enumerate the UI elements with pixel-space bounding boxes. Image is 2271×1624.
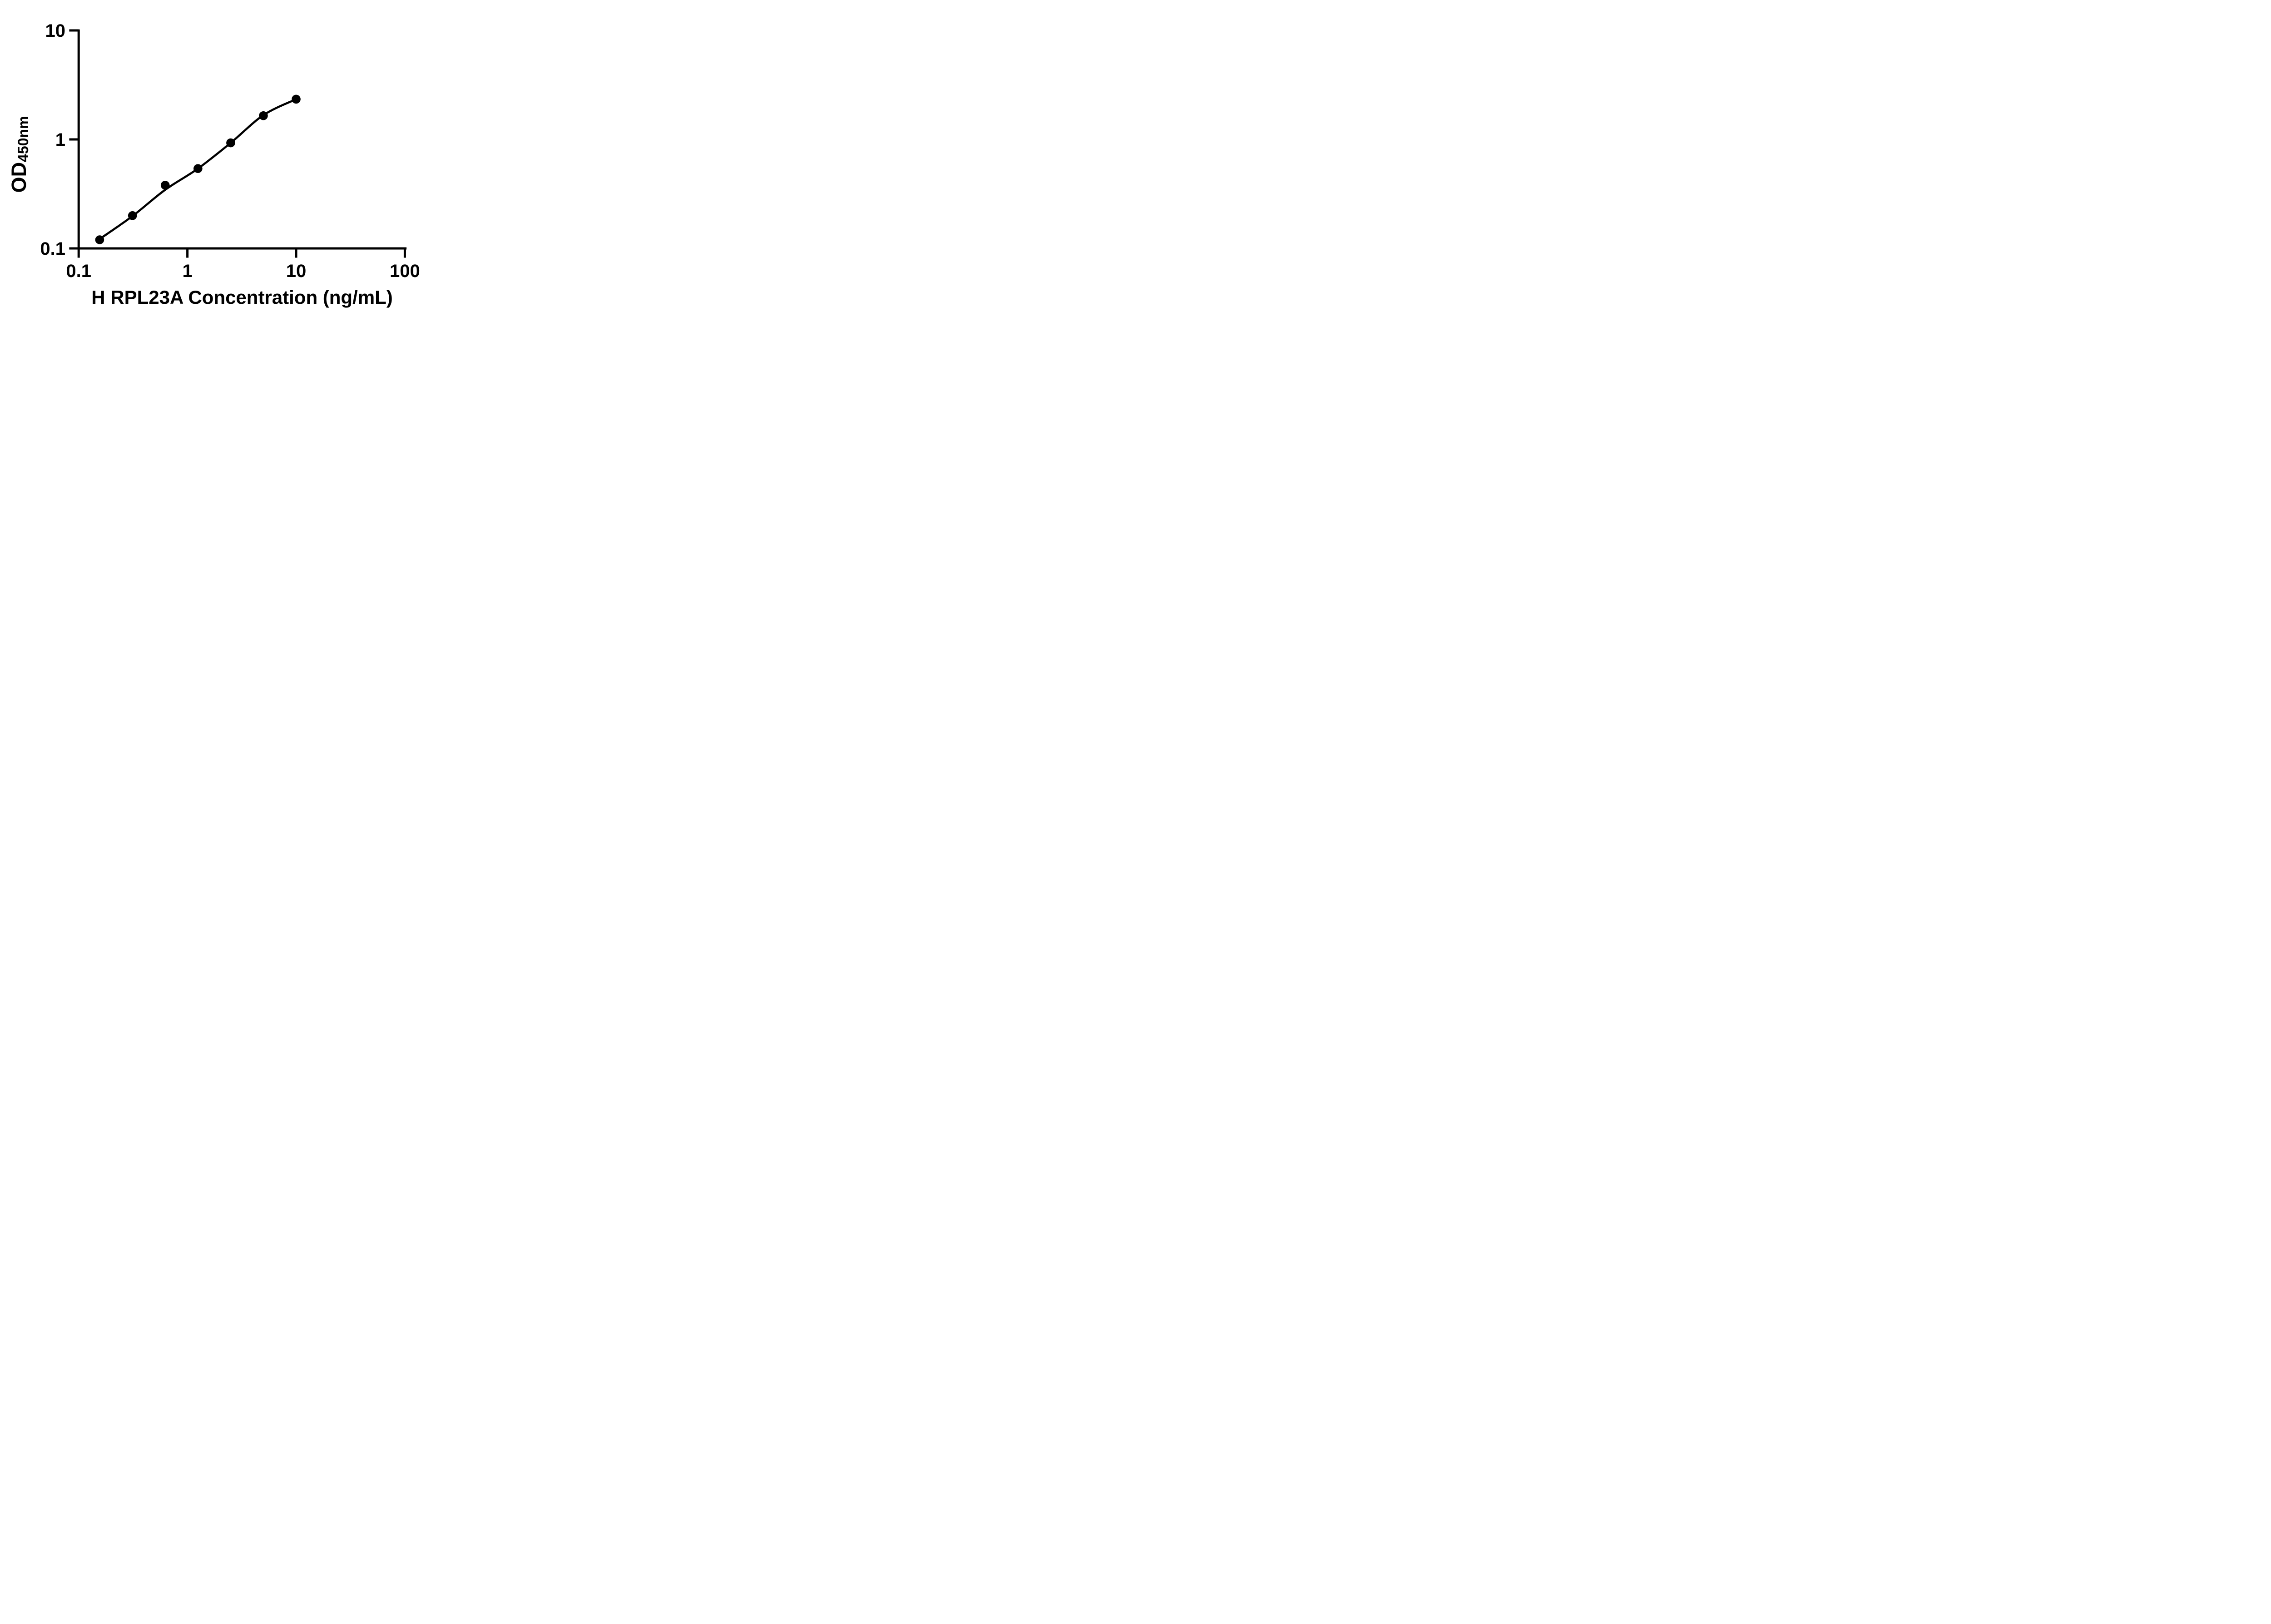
x-tick-label: 0.1 [66,261,91,281]
data-point [160,181,170,190]
x-tick-label: 10 [286,261,307,281]
standard-curve-chart: 10 1 0.10.1 1 10 100 H RPL23A Concentration (… [7,21,420,308]
x-tick-label: 1 [182,261,192,281]
y-tick-label: 10 [45,21,66,41]
axes [69,29,407,258]
x-tick-label: 100 [390,261,420,281]
elisa-standard-curve-figure: 10 1 0.1 0.1 1 10 100 H RPL23A Concentration (… [0,0,454,325]
data-point [259,111,268,120]
data-point [226,138,235,148]
data-point [292,94,301,104]
y-axis-title-subscript: 450nm [15,116,31,162]
data-series [95,94,301,244]
x-axis-title: H RPL23A Concentration (ng/mL) [91,287,392,308]
data-point [95,235,104,244]
data-point [193,164,203,173]
tick-labels: 10 1 0.10.1 1 10 100 [40,21,420,281]
y-tick-label: 0.1 [40,239,65,259]
y-axis-title: OD450nm [7,116,31,193]
data-point [128,211,137,220]
y-tick-label: 1 [55,130,65,150]
y-axis-title-main: OD [7,162,30,193]
